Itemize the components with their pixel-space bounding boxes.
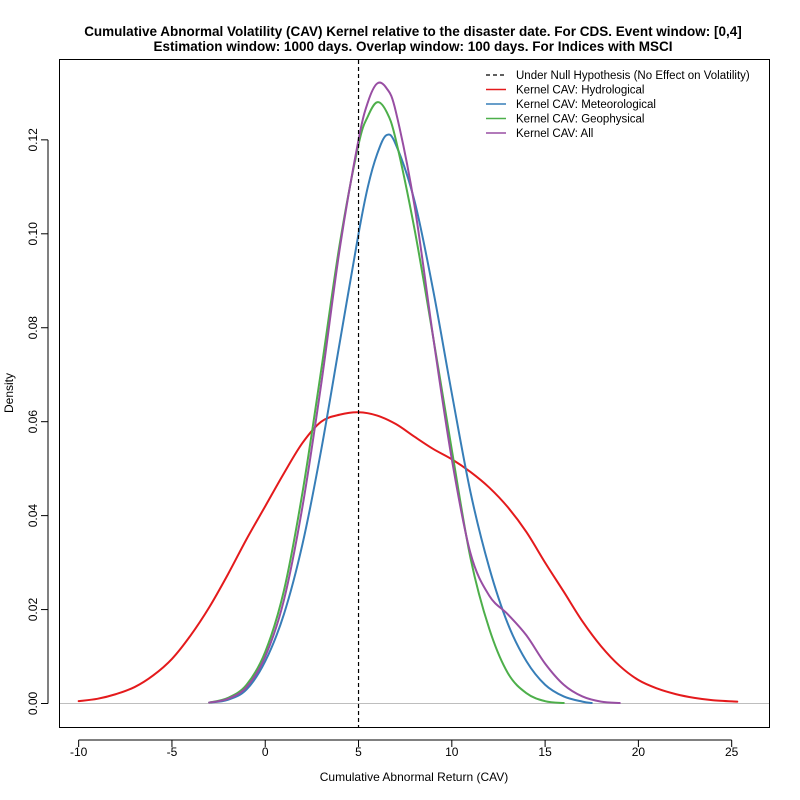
y-tick-label: 0.02 (26, 598, 40, 622)
x-tick-label: 0 (262, 745, 269, 759)
legend-label: Kernel CAV: All (516, 128, 593, 140)
y-tick-label: 0.10 (26, 222, 40, 246)
x-axis: -10 -5 0 5 10 15 20 25 (70, 739, 739, 759)
plot-frame (59, 59, 770, 728)
y-tick-label: 0.00 (26, 692, 40, 716)
legend-label: Kernel CAV: Geophysical (516, 114, 644, 126)
series-layer (77, 81, 739, 705)
y-axis: 0.00 0.02 0.04 0.06 0.08 0.10 0.12 (26, 128, 49, 716)
series-line-kernel-cav-hydrological (77, 411, 739, 703)
y-tick-label: 0.06 (26, 410, 40, 434)
y-tick-label: 0.04 (26, 504, 40, 528)
legend-label: Kernel CAV: Meteorological (516, 99, 656, 111)
legend-label: Under Null Hypothesis (No Effect on Vola… (516, 70, 750, 82)
chart-subtitle: Estimation window: 1000 days. Overlap wi… (153, 39, 672, 54)
y-tick-label: 0.12 (26, 128, 40, 152)
series-line-kernel-cav-geophysical (208, 101, 565, 705)
x-tick-label: -5 (167, 745, 178, 759)
chart-title: Cumulative Abnormal Volatility (CAV) Ker… (84, 24, 742, 39)
x-tick-label: -10 (70, 745, 88, 759)
x-tick-label: 5 (355, 745, 362, 759)
x-tick-label: 20 (632, 745, 646, 759)
x-tick-label: 15 (538, 745, 552, 759)
y-tick-label: 0.08 (26, 316, 40, 340)
x-axis-label: Cumulative Abnormal Return (CAV) (320, 770, 509, 784)
x-tick-label: 25 (725, 745, 739, 759)
y-axis-label: Density (2, 373, 16, 413)
x-tick-label: 10 (445, 745, 459, 759)
series-line-kernel-cav-all (208, 81, 621, 705)
legend: Under Null Hypothesis (No Effect on Vola… (486, 70, 750, 140)
legend-label: Kernel CAV: Hydrological (516, 85, 644, 97)
series-line-kernel-cav-meteorological (208, 133, 593, 705)
